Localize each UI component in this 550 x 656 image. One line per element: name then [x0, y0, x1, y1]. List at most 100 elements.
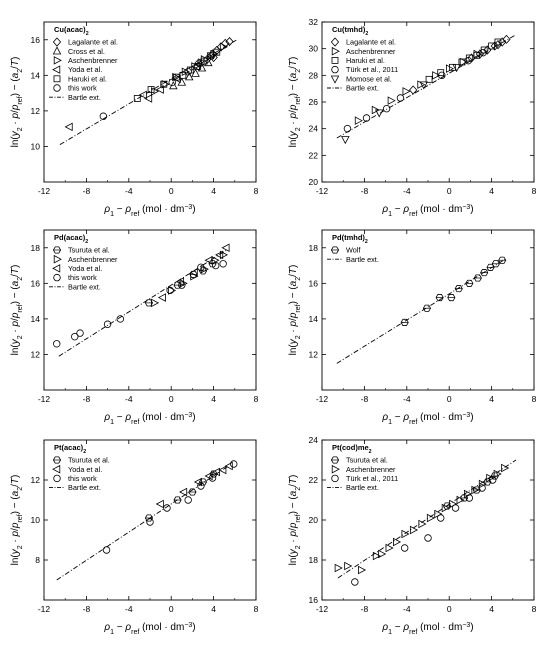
data-point: [103, 320, 112, 328]
x-tick-label: 4: [489, 186, 494, 196]
data-point: [219, 250, 228, 260]
data-point: [102, 546, 111, 554]
legend-label: Bartle ext.: [346, 483, 379, 492]
data-point: [371, 105, 380, 115]
y-tick-label: 10: [31, 141, 41, 151]
data-point: [163, 504, 171, 512]
y-tick-label: 18: [309, 555, 319, 565]
data-point: [168, 78, 176, 87]
data-point: [184, 68, 192, 76]
data-point: [116, 315, 125, 323]
data-point: [151, 298, 160, 308]
series-yoda-et-al-: [157, 243, 230, 302]
x-tick-label: -12: [38, 604, 51, 614]
data-point: [465, 494, 474, 502]
legend-label: Tsuruta et al.: [346, 456, 388, 465]
data-point: [200, 264, 209, 274]
data-point: [218, 465, 227, 475]
data-point: [76, 329, 84, 337]
data-point: [501, 463, 510, 473]
y-tick-label: 16: [309, 278, 319, 288]
bartle-ext-line: [336, 34, 516, 139]
x-tick-label: -4: [403, 604, 411, 614]
legend-marker: [331, 57, 339, 64]
y-tick-label: 30: [309, 44, 319, 54]
data-point: [215, 250, 224, 260]
legend-label: Wolf: [346, 246, 361, 255]
data-point: [155, 85, 164, 94]
x-tick-label: -8: [361, 186, 369, 196]
legend-label: Yoda et al.: [68, 465, 102, 474]
data-point: [344, 561, 353, 571]
panel-title: Cu(tmhd)2: [332, 25, 368, 37]
data-point: [382, 104, 391, 113]
data-point: [396, 94, 405, 102]
series-cross-et-al-: [169, 58, 213, 90]
legend-label: Haruki et al.: [346, 56, 385, 65]
legend-marker: [330, 75, 340, 84]
y-tick-label: 12: [31, 106, 41, 116]
legend-label: Aschenbrenner: [68, 56, 118, 65]
data-point: [372, 551, 381, 561]
data-point: [208, 474, 217, 482]
y-tick-label: 12: [309, 349, 319, 359]
legend-marker: [53, 254, 62, 264]
legend-marker: [53, 273, 61, 282]
data-point: [197, 263, 205, 272]
data-point: [151, 87, 160, 96]
data-point: [230, 460, 238, 468]
panel-title: Pt(cod)me2: [332, 443, 372, 455]
legend-marker: [53, 84, 61, 92]
data-point: [204, 255, 213, 265]
data-point: [432, 71, 441, 80]
data-point: [179, 487, 188, 497]
legend-label: Tsuruta et al.: [68, 246, 110, 255]
x-tick-label: -4: [125, 186, 133, 196]
data-point: [488, 42, 496, 50]
legend-label: Bartle ext.: [346, 84, 379, 93]
data-point: [213, 48, 221, 56]
bartle-ext-line: [58, 249, 228, 357]
data-point: [354, 116, 363, 125]
data-point: [144, 94, 153, 103]
legend-marker: [331, 464, 340, 474]
data-point: [351, 578, 359, 586]
data-point: [493, 40, 503, 50]
data-point: [224, 461, 233, 471]
y-tick-label: 10: [31, 515, 41, 525]
data-point: [204, 58, 213, 67]
data-point: [197, 63, 207, 72]
data-point: [184, 72, 194, 81]
legend-marker: [53, 474, 61, 483]
data-point: [155, 499, 164, 509]
y-tick-label: 24: [309, 124, 319, 134]
x-tick-label: 4: [489, 604, 494, 614]
legend-label: Bartle ext.: [346, 255, 379, 264]
y-axis-label: ln(y2 · p/pref) − (a2/T): [288, 265, 302, 356]
data-point: [426, 513, 435, 523]
x-axis-label: ρ1 − ρref (mol · dm−3): [381, 204, 473, 218]
data-point: [459, 57, 468, 67]
x-tick-label: -4: [403, 394, 411, 404]
y-axis-label: ln(y2 · p/pref) − (a2/T): [10, 57, 24, 148]
x-tick-label: -12: [316, 604, 329, 614]
data-point: [437, 514, 445, 522]
data-point: [189, 268, 198, 277]
x-tick-label: -8: [83, 604, 91, 614]
x-tick-label: 0: [447, 604, 452, 614]
y-tick-label: 14: [31, 70, 41, 80]
legend-label: Türk et al., 2011: [346, 474, 398, 483]
data-point: [147, 86, 155, 93]
data-point: [172, 74, 181, 84]
x-tick-label: -8: [361, 604, 369, 614]
data-point: [502, 34, 511, 44]
data-point: [167, 286, 177, 295]
series-this-work: [53, 260, 227, 348]
y-tick-label: 8: [35, 555, 40, 565]
data-point: [334, 563, 343, 573]
series-bartle-ext-: [336, 34, 516, 139]
